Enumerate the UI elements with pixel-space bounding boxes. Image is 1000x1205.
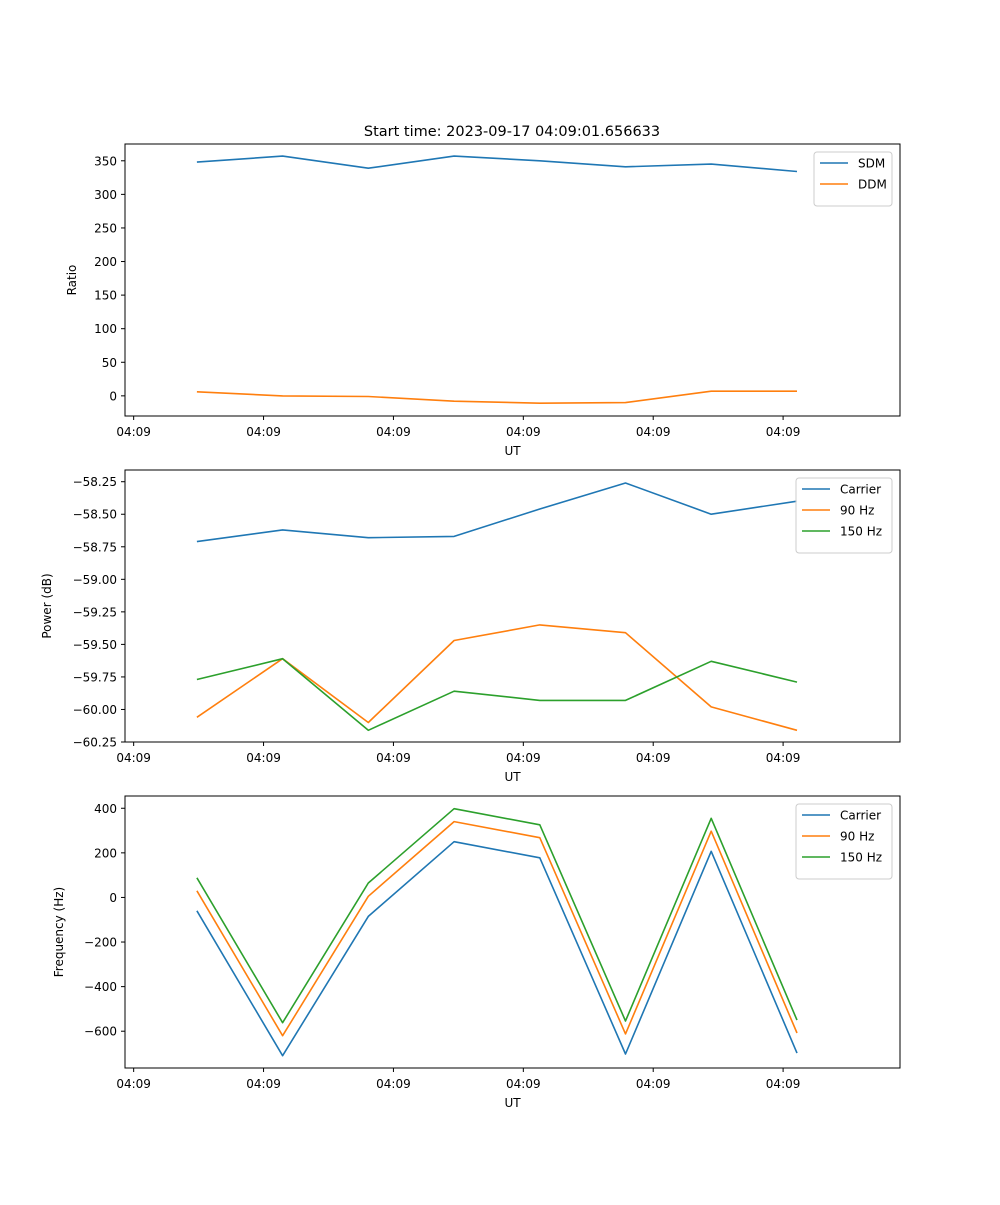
x-tick-label: 04:09 <box>116 425 151 439</box>
y-tick-label: −400 <box>84 980 117 994</box>
panel-1: 04:09 04:09 04:09 04:09 04:09 04:09 0 50 100 150 2… <box>65 143 901 458</box>
y-tick-label: −600 <box>84 1025 117 1039</box>
x-axis-label: UT <box>504 770 521 784</box>
x-tick-label: 04:09 <box>636 425 671 439</box>
axes-frame <box>124 143 901 417</box>
y-tick-label: −59.25 <box>73 605 117 619</box>
legend-label: 90 Hz <box>840 504 874 518</box>
series-line-150-hz <box>196 657 798 732</box>
y-tick-label: 0 <box>109 891 117 905</box>
y-tick-label: 250 <box>94 221 117 235</box>
series-line-sdm <box>196 155 798 173</box>
x-axis-label: UT <box>504 1096 521 1110</box>
x-tick-label: 04:09 <box>116 1077 151 1091</box>
y-tick-label: −60.25 <box>73 736 117 750</box>
y-tick-label: 200 <box>94 846 117 860</box>
y-tick-label: 400 <box>94 802 117 816</box>
x-tick-label: 04:09 <box>376 1077 411 1091</box>
x-tick-label: 04:09 <box>246 425 281 439</box>
y-tick-label: 100 <box>94 322 117 336</box>
axes-frame <box>124 469 901 743</box>
legend-label: Carrier <box>840 483 881 497</box>
panel-3: 04:09 04:09 04:09 04:09 04:09 04:09 −600 −400 −2… <box>52 795 901 1110</box>
y-tick-label: 300 <box>94 188 117 202</box>
x-tick-label: 04:09 <box>506 1077 541 1091</box>
y-axis-label: Power (dB) <box>40 573 54 638</box>
x-tick-label: 04:09 <box>376 425 411 439</box>
y-axis-label: Ratio <box>65 265 79 296</box>
panel-2: 04:09 04:09 04:09 04:09 04:09 04:09−60.25−60.… <box>40 469 901 784</box>
series-line-90-hz <box>196 820 798 1037</box>
y-tick-label: −200 <box>84 936 117 950</box>
legend-box <box>795 803 893 880</box>
y-tick-label: 350 <box>94 154 117 168</box>
x-tick-label: 04:09 <box>246 751 281 765</box>
x-axis-label: UT <box>504 444 521 458</box>
x-tick-label: 04:09 <box>506 425 541 439</box>
legend: Carrier 90 Hz 150 Hz <box>795 477 893 554</box>
legend-box <box>795 477 893 554</box>
chart-title: Start time: 2023-09-17 04:09:01.656633 <box>364 124 660 140</box>
y-tick-label: 50 <box>102 356 117 370</box>
y-tick-label: −60.00 <box>73 703 117 717</box>
y-tick-label: −58.50 <box>73 508 117 522</box>
legend: SDM DDM <box>813 151 893 207</box>
x-tick-label: 04:09 <box>636 751 671 765</box>
y-tick-label: −58.25 <box>73 475 117 489</box>
x-tick-label: 04:09 <box>506 751 541 765</box>
y-tick-label: 0 <box>109 389 117 403</box>
y-axis-label: Frequency (Hz) <box>52 887 66 978</box>
y-tick-label: −59.00 <box>73 573 117 587</box>
y-tick-label: 200 <box>94 255 117 269</box>
y-tick-label: −58.75 <box>73 540 117 554</box>
series-line-ddm <box>196 390 797 405</box>
y-tick-label: −59.75 <box>73 670 117 684</box>
x-tick-label: 04:09 <box>636 1077 671 1091</box>
legend-label: 150 Hz <box>840 851 882 865</box>
x-tick-label: 04:09 <box>766 1077 801 1091</box>
series-line-carrier <box>196 840 798 1057</box>
legend-box <box>813 151 893 207</box>
x-tick-label: 04:09 <box>246 1077 281 1091</box>
legend-label: SDM <box>858 157 885 171</box>
series-line-150-hz <box>196 807 798 1024</box>
y-tick-label: −59.50 <box>73 638 117 652</box>
legend-label: DDM <box>858 178 887 192</box>
legend: Carrier 90 Hz 150 Hz <box>795 803 893 880</box>
x-tick-label: 04:09 <box>766 751 801 765</box>
legend-label: 90 Hz <box>840 830 874 844</box>
legend-label: 150 Hz <box>840 525 882 539</box>
x-tick-label: 04:09 <box>376 751 411 765</box>
series-line-carrier <box>196 482 798 543</box>
axes-frame <box>124 795 901 1069</box>
legend-label: Carrier <box>840 809 881 823</box>
series-line-90-hz <box>196 624 798 732</box>
x-tick-label: 04:09 <box>116 751 151 765</box>
x-tick-label: 04:09 <box>766 425 801 439</box>
y-tick-label: 150 <box>94 289 117 303</box>
